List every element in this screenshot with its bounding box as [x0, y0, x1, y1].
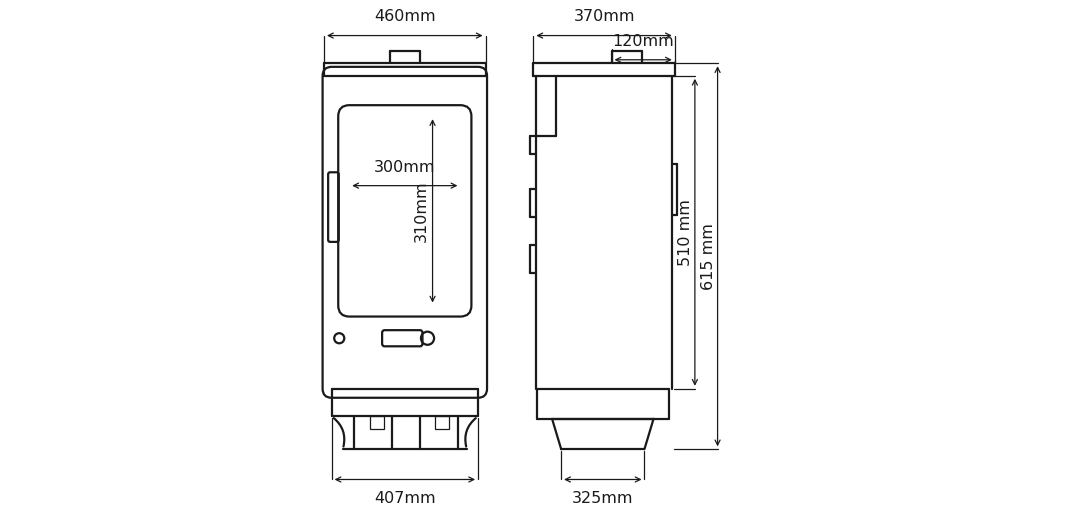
Bar — [435, 416, 449, 429]
Text: 407mm: 407mm — [374, 490, 435, 505]
Text: 370mm: 370mm — [573, 9, 634, 25]
Text: 310mm: 310mm — [414, 180, 429, 242]
Text: 325mm: 325mm — [572, 490, 633, 505]
Text: 120mm: 120mm — [613, 34, 674, 49]
Bar — [369, 416, 383, 429]
Text: 615 mm: 615 mm — [701, 223, 716, 290]
Text: 300mm: 300mm — [374, 160, 435, 175]
Text: 510 mm: 510 mm — [679, 199, 694, 266]
Text: 460mm: 460mm — [374, 9, 435, 25]
